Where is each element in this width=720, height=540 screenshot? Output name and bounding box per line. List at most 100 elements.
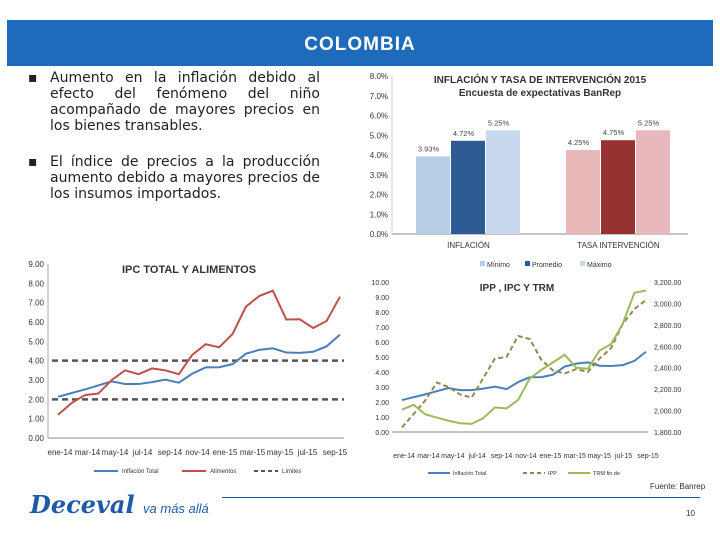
y-tick-label-left: 3.00: [375, 385, 389, 392]
y-tick-label-right: 3,000.00: [654, 301, 681, 308]
x-tick-label: sep-14: [491, 453, 513, 460]
y-tick-label-left: 6.00: [375, 340, 389, 347]
y-tick-label: 1.0%: [370, 210, 388, 219]
bar: [451, 140, 485, 234]
y-tick-label: 2.00: [28, 395, 44, 404]
y-tick-label: 8.0%: [370, 72, 388, 81]
bar-value-label: 5.25%: [638, 118, 660, 127]
bar: [601, 140, 635, 234]
chart-subtitle: Encuesta de expectativas BanRep: [459, 88, 621, 99]
x-tick-label: ene-14: [393, 453, 415, 460]
y-tick-label: 0.00: [28, 434, 44, 443]
y-tick-label-right: 3,200.00: [654, 280, 681, 287]
x-tick-label: mar-14: [417, 453, 439, 460]
legend-label: Mínimo: [487, 262, 510, 269]
chart-title: INFLACIÓN Y TASA DE INTERVENCIÓN 2015: [434, 73, 647, 86]
legend-label: Límites: [282, 469, 301, 475]
y-tick-label: 1.00: [28, 415, 44, 424]
bullet-marker: ▪: [28, 154, 38, 170]
series-line: [401, 350, 647, 402]
series-line: [57, 289, 341, 416]
y-tick-label-left: 2.00: [375, 400, 389, 407]
y-tick-label-right: 2,600.00: [654, 344, 681, 351]
source-note: Fuente: Banrep: [650, 482, 706, 491]
expectations-bar-chart: 0.0% 1.0% 2.0% 3.0% 4.0% 5.0% 6.0% 7.0% 8.0% INFL…: [370, 72, 688, 269]
deceval-logo: Deceval va más allá: [30, 490, 209, 519]
y-tick-label-right: 2,000.00: [654, 409, 681, 416]
y-tick-label-left: 7.00: [375, 325, 389, 332]
bar-value-label: 4.25%: [568, 138, 590, 147]
x-tick-label: sep-15: [323, 448, 348, 457]
page-number: 10: [686, 509, 695, 518]
legend-swatch: [480, 261, 485, 266]
bar-value-label: 5.25%: [488, 118, 510, 127]
x-tick-label: may-14: [441, 453, 464, 460]
y-tick-label-left: 5.00: [375, 355, 389, 362]
page-title: COLOMBIA: [304, 34, 416, 55]
y-tick-label-left: 1.00: [375, 415, 389, 422]
header-bar: COLOMBIA: [7, 20, 713, 66]
bar: [636, 130, 670, 234]
bar-value-label: 4.72%: [453, 129, 475, 138]
y-tick-label: 7.00: [28, 299, 44, 308]
logo-name: Deceval: [30, 490, 135, 519]
x-tick-label: sep-15: [637, 453, 659, 460]
chart-title: IPC TOTAL Y ALIMENTOS: [122, 264, 256, 276]
y-tick-label-left: 8.00: [375, 310, 389, 317]
x-tick-label: jul-14: [468, 453, 486, 460]
y-tick-label: 7.0%: [370, 92, 388, 101]
y-tick-label: 2.0%: [370, 191, 388, 200]
x-tick-label: sep-14: [158, 448, 183, 457]
y-tick-label: 9.00: [28, 260, 44, 269]
y-tick-label: 6.00: [28, 318, 44, 327]
legend-swatch: [580, 261, 585, 266]
legend-label: TRM fin de: [593, 471, 620, 477]
x-tick-label: ene-15: [540, 453, 562, 460]
x-tick-label: jul-15: [297, 448, 318, 457]
x-tick-label: may-14: [102, 448, 129, 457]
y-tick-label: 4.0%: [370, 151, 388, 160]
y-tick-label: 0.0%: [370, 230, 388, 239]
x-category-label: TASA INTERVENCIÓN: [577, 241, 660, 250]
bullet-list: ▪ Aumento en la inflación debido al efec…: [28, 70, 320, 222]
series-line: [401, 299, 647, 429]
legend-label: Inflación Total: [122, 469, 159, 475]
y-tick-label: 3.00: [28, 376, 44, 385]
legend-label: Alimentos: [210, 469, 236, 475]
y-tick-label-right: 1,800.00: [654, 430, 681, 437]
x-tick-label: nov-14: [185, 448, 210, 457]
logo-tagline: va más allá: [143, 501, 209, 516]
series-line: [401, 289, 647, 425]
y-tick-label-right: 2,800.00: [654, 323, 681, 330]
y-tick-label: 5.00: [28, 337, 44, 346]
bullet-text: Aumento en la inflación debido al efecto…: [50, 70, 320, 134]
y-tick-label: 4.00: [28, 357, 44, 366]
bullet-item: ▪ El índice de precios a la producción a…: [28, 154, 320, 202]
footer-divider: [222, 497, 700, 498]
y-tick-label-left: 0.00: [375, 430, 389, 437]
legend-label: Inflación Total: [453, 471, 487, 477]
y-tick-label-right: 2,200.00: [654, 387, 681, 394]
bar-value-label: 3.93%: [418, 144, 440, 153]
bullet-item: ▪ Aumento en la inflación debido al efec…: [28, 70, 320, 134]
x-tick-label: mar-15: [240, 448, 266, 457]
x-tick-label: ene-15: [213, 448, 238, 457]
x-tick-label: mar-15: [564, 453, 586, 460]
bar: [486, 130, 520, 234]
legend-label: IPP: [548, 471, 557, 477]
chart-title: IPP , IPC Y TRM: [480, 283, 554, 294]
y-tick-label: 5.0%: [370, 131, 388, 140]
y-tick-label: 8.00: [28, 279, 44, 288]
y-tick-label: 3.0%: [370, 171, 388, 180]
x-tick-label: jul-15: [614, 453, 632, 460]
bar-value-label: 4.75%: [603, 128, 625, 137]
x-tick-label: mar-14: [75, 448, 101, 457]
x-category-label: INFLACIÓN: [447, 241, 490, 250]
series-line: [57, 333, 341, 398]
ipc-food-line-chart: 0.00 1.00 2.00 3.00 4.00 5.00 6.00 7.00 8.00 9.00…: [28, 260, 348, 475]
legend-label: Promedio: [532, 262, 562, 269]
bullet-marker: ▪: [28, 70, 38, 86]
bar: [416, 156, 450, 234]
x-tick-label: may-15: [588, 453, 611, 460]
x-tick-label: ene-14: [48, 448, 73, 457]
